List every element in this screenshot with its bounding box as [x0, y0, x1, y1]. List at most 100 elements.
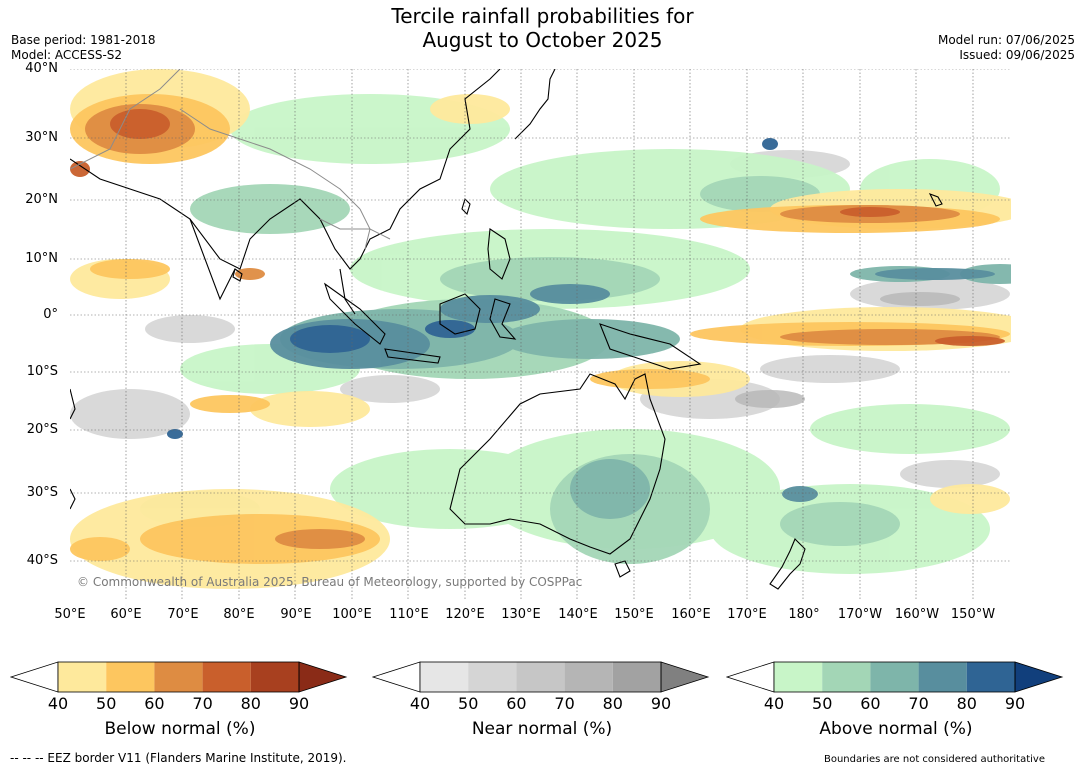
title-line-2: August to October 2025 — [422, 28, 663, 52]
below-normal-tick-60: 60 — [144, 694, 165, 713]
above-normal-label: Above normal (%) — [819, 719, 973, 739]
lat-label-20n: 20°N — [25, 192, 58, 207]
map-canvas: © Commonwealth of Australia 2025, Bureau… — [70, 69, 1011, 600]
above-normal-cell-1 — [822, 662, 871, 692]
above-normal-tick-80: 80 — [956, 694, 977, 713]
near-normal-colorbar — [372, 661, 710, 693]
issued-date: Issued: 09/06/2025 — [959, 48, 1075, 62]
lon-label-130e: 130°E — [501, 607, 541, 622]
lon-label-60e: 60°E — [110, 607, 142, 622]
below-normal-colorbar — [10, 661, 348, 693]
model-info: Base period: 1981-2018 Model: ACCESS-S2 — [11, 33, 156, 63]
near-normal-cell-3 — [564, 662, 613, 692]
australia-coast — [449, 373, 666, 555]
above-normal-cell-3 — [918, 662, 967, 692]
lon-label-150e: 150°E — [614, 607, 654, 622]
model-name: Model: ACCESS-S2 — [11, 48, 123, 62]
japan-coast — [514, 69, 556, 140]
above-normal-tick-60: 60 — [860, 694, 881, 713]
lon-label-120e: 120°E — [445, 607, 485, 622]
run-info: Model run: 07/06/2025 Issued: 09/06/2025 — [938, 33, 1075, 63]
near-normal-cell-2 — [516, 662, 565, 692]
java-coast — [384, 348, 441, 364]
lon-label-140e: 140°E — [558, 607, 598, 622]
below-normal-cell-4 — [250, 662, 299, 692]
lat-label-10n: 10°N — [25, 251, 58, 266]
lon-label-170e: 170°E — [727, 607, 767, 622]
sumatra-coast — [323, 282, 386, 345]
below-normal-cell-0 — [58, 662, 107, 692]
sri-lanka-coast — [232, 268, 243, 282]
sulawesi-coast — [489, 298, 517, 340]
below-normal-label: Below normal (%) — [104, 719, 256, 739]
asia-coast — [70, 69, 501, 270]
title-line-1: Tercile rainfall probabilities for — [391, 4, 694, 28]
above-normal-cell-4 — [966, 662, 1015, 692]
graticule-meridians — [125, 69, 974, 600]
philippines-coast — [487, 228, 511, 280]
lon-label-160e: 160°E — [671, 607, 711, 622]
above-normal-colorbar — [726, 661, 1064, 693]
graticule — [70, 69, 1011, 562]
below-normal-tick-80: 80 — [240, 694, 261, 713]
lat-label-40s: 40°S — [26, 553, 58, 568]
near-normal-tick-40: 40 — [409, 694, 431, 713]
near-normal-cell-1 — [468, 662, 517, 692]
near-normal-tick-70: 70 — [554, 694, 575, 713]
country-borders — [70, 69, 391, 250]
map-title: Tercile rainfall probabilities for Augus… — [0, 4, 1085, 52]
near-normal-tick-90: 90 — [650, 694, 672, 713]
lat-label-20s: 20°S — [26, 422, 58, 437]
near-normal-over-triangle — [660, 661, 710, 693]
below-normal-over-triangle — [298, 661, 348, 693]
lat-label-40n: 40°N — [25, 61, 58, 76]
lon-label-150w: 150°W — [950, 607, 996, 622]
malay-peninsula-coast — [339, 268, 356, 315]
india-coast — [189, 218, 236, 301]
lon-label-80e: 80°E — [223, 607, 255, 622]
model-run: Model run: 07/06/2025 — [937, 33, 1075, 47]
boundaries-disclaimer: Boundaries are not considered authoritat… — [823, 754, 1045, 765]
above-normal-tick-50: 50 — [812, 694, 833, 713]
new-zealand-coast — [769, 538, 806, 590]
lon-label-110e: 110°E — [389, 607, 429, 622]
above-normal-tick-40: 40 — [763, 694, 785, 713]
lon-label-70e: 70°E — [167, 607, 199, 622]
lat-label-10s: 10°S — [26, 364, 58, 379]
near-normal-under-triangle — [372, 661, 421, 693]
lon-label-100e: 100°E — [332, 607, 372, 622]
below-normal-tick-40: 40 — [47, 694, 69, 713]
land-masses — [70, 69, 943, 590]
lon-label-160w: 160°W — [894, 607, 940, 622]
below-normal-cell-1 — [106, 662, 155, 692]
lon-label-180: 180° — [788, 607, 820, 622]
above-normal-over-triangle — [1014, 661, 1064, 693]
lat-label-30s: 30°S — [26, 485, 58, 500]
hawaii-coast — [928, 192, 943, 207]
above-normal-frame — [773, 661, 1016, 693]
below-normal-tick-50: 50 — [96, 694, 117, 713]
lon-label-170w: 170°W — [837, 607, 883, 622]
eez-border-note: -- -- -- EEZ border V11 (Flanders Marine… — [10, 751, 347, 765]
lat-label-30n: 30°N — [25, 130, 58, 145]
above-normal-under-triangle — [726, 661, 775, 693]
near-normal-tick-80: 80 — [602, 694, 623, 713]
near-normal-frame — [419, 661, 662, 693]
lon-label-50e: 50°E — [54, 607, 86, 622]
below-normal-frame — [57, 661, 300, 693]
below-normal-tick-70: 70 — [192, 694, 213, 713]
near-normal-label: Near normal (%) — [471, 719, 613, 739]
near-normal-tick-60: 60 — [506, 694, 527, 713]
above-normal-tick-90: 90 — [1004, 694, 1026, 713]
rainfall-probability-map: © Commonwealth of Australia 2025, Bureau… — [70, 69, 1011, 600]
above-normal-cell-2 — [870, 662, 919, 692]
base-period: Base period: 1981-2018 — [11, 33, 156, 47]
copyright-notice: © Commonwealth of Australia 2025, Bureau… — [77, 575, 582, 589]
near-normal-cell-0 — [420, 662, 469, 692]
below-normal-tick-90: 90 — [288, 694, 310, 713]
probability-field — [70, 69, 1011, 589]
lon-label-90e: 90°E — [280, 607, 312, 622]
africa-coast — [70, 388, 76, 420]
above-normal-tick-70: 70 — [908, 694, 929, 713]
madagascar-coast — [70, 488, 76, 510]
